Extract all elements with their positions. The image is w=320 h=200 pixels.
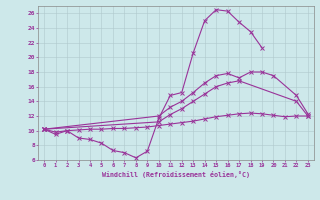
X-axis label: Windchill (Refroidissement éolien,°C): Windchill (Refroidissement éolien,°C) [102, 171, 250, 178]
